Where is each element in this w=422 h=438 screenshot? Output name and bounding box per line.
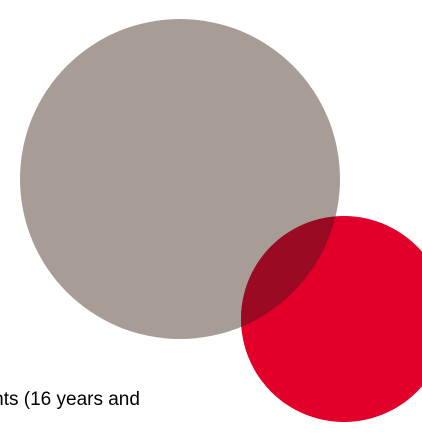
overlap-region xyxy=(241,216,340,339)
grey-circle xyxy=(20,19,340,339)
caption-text: dents (16 years and xyxy=(0,389,140,410)
